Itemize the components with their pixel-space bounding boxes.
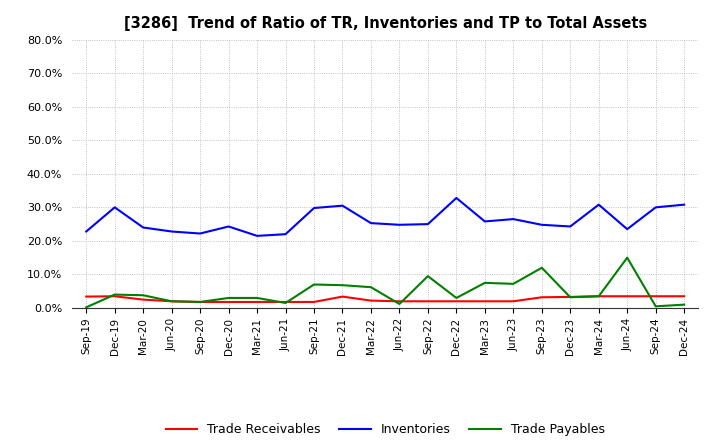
Trade Receivables xyxy=(623,293,631,299)
Trade Payables xyxy=(423,274,432,279)
Trade Receivables xyxy=(282,299,290,304)
Trade Receivables xyxy=(225,299,233,304)
Trade Receivables xyxy=(366,298,375,303)
Inventories xyxy=(310,205,318,211)
Inventories xyxy=(338,203,347,208)
Inventories xyxy=(167,229,176,234)
Inventories xyxy=(395,222,404,227)
Trade Payables xyxy=(452,295,461,301)
Trade Payables xyxy=(338,282,347,288)
Inventories xyxy=(623,227,631,232)
Line: Inventories: Inventories xyxy=(86,198,684,236)
Inventories xyxy=(509,216,518,222)
Trade Payables xyxy=(652,304,660,309)
Trade Receivables xyxy=(110,293,119,299)
Inventories xyxy=(452,195,461,201)
Inventories xyxy=(595,202,603,207)
Inventories xyxy=(537,222,546,227)
Inventories xyxy=(480,219,489,224)
Trade Payables xyxy=(310,282,318,287)
Trade Receivables xyxy=(196,299,204,304)
Trade Payables xyxy=(139,293,148,298)
Trade Payables xyxy=(282,301,290,306)
Legend: Trade Receivables, Inventories, Trade Payables: Trade Receivables, Inventories, Trade Pa… xyxy=(161,418,610,440)
Trade Payables xyxy=(196,299,204,304)
Trade Payables xyxy=(509,281,518,286)
Trade Payables xyxy=(395,301,404,307)
Inventories xyxy=(282,231,290,237)
Inventories xyxy=(652,205,660,210)
Trade Payables xyxy=(82,304,91,310)
Trade Receivables xyxy=(566,294,575,300)
Trade Receivables xyxy=(423,299,432,304)
Trade Payables xyxy=(680,302,688,307)
Inventories xyxy=(566,224,575,229)
Trade Payables xyxy=(167,299,176,304)
Inventories xyxy=(253,233,261,238)
Trade Payables xyxy=(537,265,546,270)
Trade Payables xyxy=(595,293,603,299)
Inventories xyxy=(423,221,432,227)
Inventories xyxy=(82,229,91,234)
Trade Receivables xyxy=(139,297,148,302)
Trade Payables xyxy=(480,280,489,286)
Trade Receivables xyxy=(452,299,461,304)
Trade Receivables xyxy=(310,299,318,304)
Trade Receivables xyxy=(509,299,518,304)
Line: Trade Receivables: Trade Receivables xyxy=(86,296,684,302)
Trade Receivables xyxy=(167,299,176,304)
Trade Receivables xyxy=(82,294,91,299)
Trade Receivables xyxy=(253,299,261,304)
Trade Payables xyxy=(253,295,261,301)
Trade Payables xyxy=(366,285,375,290)
Trade Payables xyxy=(566,295,575,300)
Line: Trade Payables: Trade Payables xyxy=(86,258,684,307)
Title: [3286]  Trend of Ratio of TR, Inventories and TP to Total Assets: [3286] Trend of Ratio of TR, Inventories… xyxy=(124,16,647,32)
Trade Receivables xyxy=(338,294,347,299)
Inventories xyxy=(366,220,375,226)
Trade Payables xyxy=(225,295,233,301)
Inventories xyxy=(110,205,119,210)
Trade Receivables xyxy=(652,293,660,299)
Trade Receivables xyxy=(680,293,688,299)
Inventories xyxy=(225,224,233,229)
Trade Payables xyxy=(623,255,631,260)
Inventories xyxy=(680,202,688,207)
Inventories xyxy=(139,225,148,230)
Trade Receivables xyxy=(595,293,603,299)
Trade Payables xyxy=(110,292,119,297)
Trade Receivables xyxy=(480,299,489,304)
Trade Receivables xyxy=(537,295,546,300)
Inventories xyxy=(196,231,204,236)
Trade Receivables xyxy=(395,299,404,304)
